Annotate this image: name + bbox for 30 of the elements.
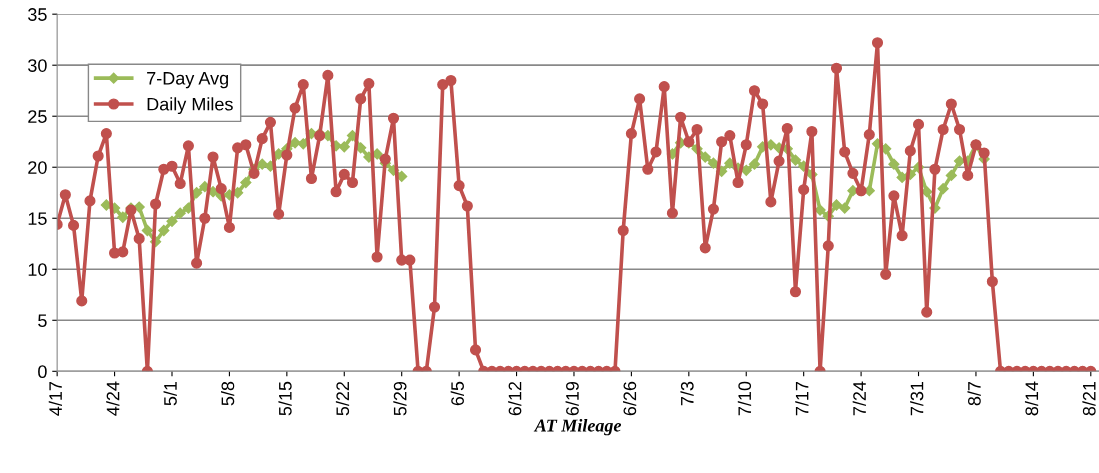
legend-label: Daily Miles bbox=[147, 97, 233, 115]
x-tick-label: 7/31 bbox=[910, 381, 924, 416]
x-tick-label: 7/10 bbox=[737, 381, 752, 416]
x-tick-label: 6/12 bbox=[508, 381, 522, 416]
y-tick-label: 35 bbox=[28, 8, 47, 21]
x-tick-label: 5/29 bbox=[393, 381, 407, 416]
x-tick-label: 4/17 bbox=[48, 381, 62, 416]
y-tick-label: 5 bbox=[38, 314, 47, 328]
x-tick-label: 6/5 bbox=[450, 381, 464, 406]
y-tick-label: 0 bbox=[38, 365, 47, 379]
x-tick-label: 7/17 bbox=[795, 381, 809, 416]
x-tick-label: 8/14 bbox=[1024, 381, 1039, 416]
y-tick-label: 15 bbox=[28, 212, 47, 225]
x-tick-label: 5/22 bbox=[335, 381, 350, 416]
x-tick-label: 5/15 bbox=[278, 381, 292, 416]
y-tick-label: 20 bbox=[28, 161, 47, 174]
x-tick-label: 8/21 bbox=[1082, 381, 1096, 416]
x-tick-label: 6/26 bbox=[622, 381, 637, 416]
x-tick-label: 7/24 bbox=[852, 381, 866, 416]
y-tick-label: 10 bbox=[28, 263, 47, 276]
y-tick-label: 30 bbox=[28, 59, 47, 72]
x-tick-label: 7/3 bbox=[680, 381, 694, 406]
x-tick-label: 8/7 bbox=[967, 381, 981, 406]
x-tick-label: 6/19 bbox=[565, 381, 579, 416]
x-axis-title: AT Mileage bbox=[533, 418, 622, 436]
legend-label: 7-Day Avg bbox=[147, 72, 228, 89]
x-tick-label: 5/8 bbox=[221, 381, 235, 406]
x-tick-label: 5/1 bbox=[163, 381, 177, 406]
x-tick-label: 4/24 bbox=[106, 381, 120, 416]
y-tick-label: 25 bbox=[28, 110, 47, 123]
